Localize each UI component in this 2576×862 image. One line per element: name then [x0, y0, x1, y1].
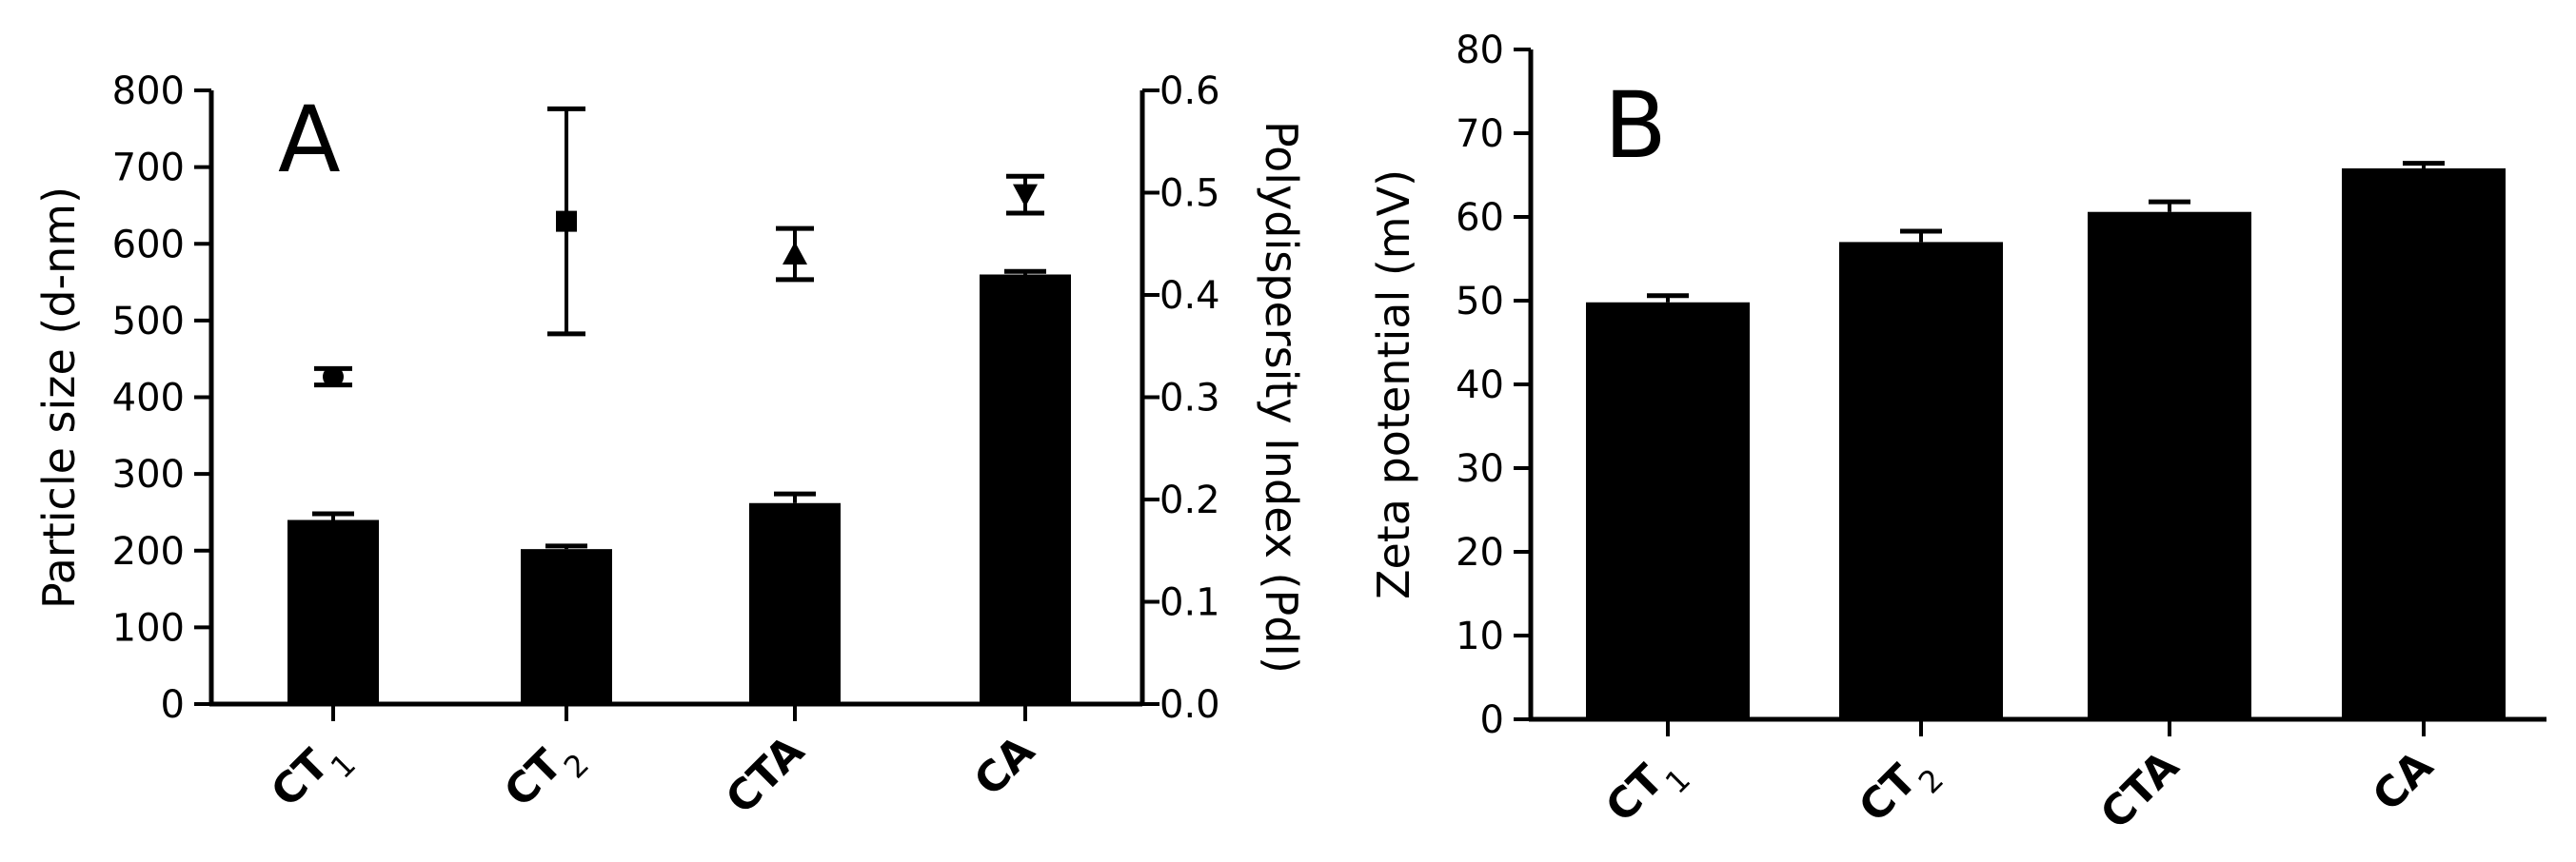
y-tick-label: 600 — [112, 223, 185, 266]
y-tick-label: 0 — [1480, 698, 1504, 742]
secondary-y-tick-label: 0.6 — [1159, 69, 1220, 113]
category-label-text: CT — [262, 740, 338, 816]
secondary-y-axis-label: Polydispersity Index (PdI) — [1256, 121, 1307, 674]
y-tick-label: 50 — [1456, 280, 1504, 323]
panel-label: A — [278, 87, 341, 193]
secondary-y-tick-label: 0.1 — [1159, 581, 1220, 625]
category-label: CT2 — [495, 727, 596, 828]
category-label-text: CTA — [2091, 742, 2189, 839]
category-label: CA — [2364, 742, 2443, 821]
category-label: CTA — [2091, 742, 2189, 839]
bar — [287, 519, 379, 704]
category-label: CA — [965, 727, 1044, 806]
y-axis-label: Zeta potential (mV) — [1368, 169, 1419, 599]
bar — [1586, 302, 1750, 719]
bar — [980, 274, 1071, 704]
y-tick-label: 20 — [1456, 531, 1504, 575]
y-axis-label: Particle size (d-nm) — [33, 186, 85, 609]
y-tick-label: 60 — [1456, 196, 1504, 240]
pdi-point-square — [556, 210, 577, 232]
secondary-y-tick-label: 0.4 — [1159, 274, 1220, 318]
y-tick-label: 300 — [112, 453, 185, 497]
category-label-text: CT — [1850, 755, 1926, 832]
y-tick-label: 0 — [161, 683, 185, 727]
category-label-text: CT — [495, 740, 571, 816]
bar — [1839, 242, 2003, 719]
panel-a-chart: 0 100 200 300 400 500 600 700 800 Particle size (… — [33, 69, 1307, 828]
category-label-text: CA — [965, 727, 1044, 806]
y-tick-label: 40 — [1456, 363, 1504, 407]
category-label-text: CT — [1596, 755, 1673, 832]
y-tick-label: 10 — [1456, 615, 1504, 658]
category-label-text: CA — [2364, 742, 2443, 821]
y-tick-label: 800 — [112, 69, 185, 113]
bar — [2088, 211, 2251, 720]
category-label: CT2 — [1850, 742, 1951, 843]
category-label: CT1 — [262, 727, 363, 828]
y-tick-label: 700 — [112, 147, 185, 190]
category-label-text: CTA — [717, 727, 814, 824]
pdi-point-circle — [323, 366, 344, 387]
pdi-point-triangle-down — [1013, 184, 1038, 207]
secondary-y-tick-label: 0.0 — [1159, 683, 1220, 727]
panel-b-chart: 0 10 20 30 40 50 60 70 80 Zeta potential (mV) B CT1… — [1368, 29, 2546, 843]
secondary-y-tick-label: 0.3 — [1159, 377, 1220, 421]
y-tick-label: 70 — [1456, 112, 1504, 156]
category-label: CT1 — [1596, 742, 1697, 843]
y-tick-label: 100 — [112, 606, 185, 650]
category-label: CTA — [717, 727, 814, 824]
y-tick-label: 500 — [112, 300, 185, 343]
y-tick-label: 400 — [112, 377, 185, 421]
y-tick-label: 200 — [112, 530, 185, 574]
bar — [749, 502, 841, 704]
bar — [2342, 167, 2506, 719]
y-tick-label: 30 — [1456, 447, 1504, 491]
secondary-y-tick-label: 0.5 — [1159, 172, 1220, 216]
pdi-point-triangle-up — [783, 242, 807, 264]
y-tick-label: 80 — [1456, 29, 1504, 72]
panel-label: B — [1604, 72, 1667, 179]
secondary-y-tick-label: 0.2 — [1159, 479, 1220, 522]
bar — [521, 549, 612, 704]
